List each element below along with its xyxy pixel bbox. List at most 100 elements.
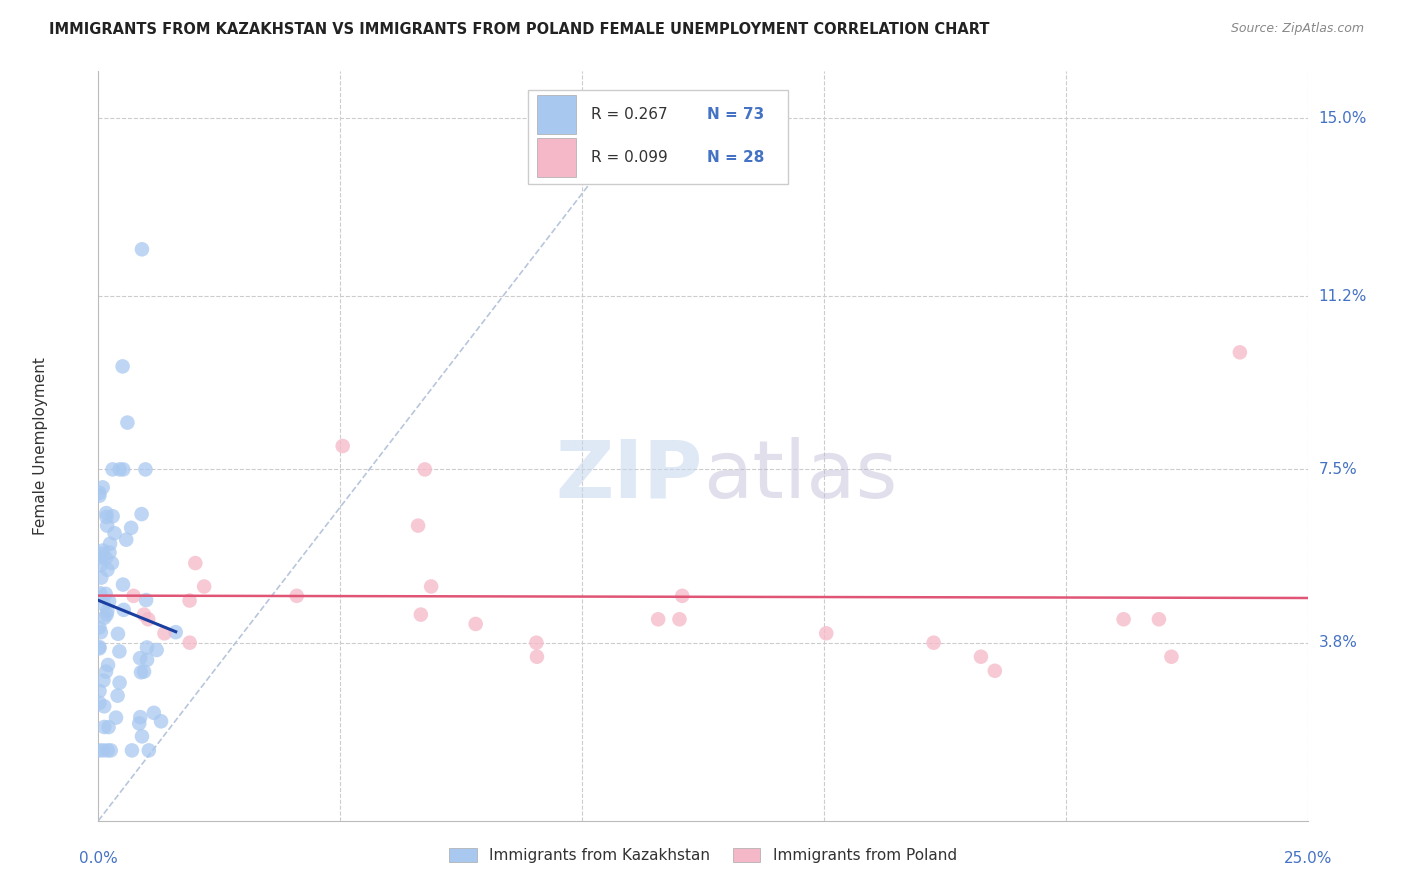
Point [97,657,120,672]
Point [131,242,153,257]
Point [100,743,122,757]
Point [98,537,121,551]
Point [89,640,111,654]
Point [165,625,187,640]
Point [135,593,157,607]
Point [97,720,120,734]
Point [132,665,155,679]
Point [132,607,155,622]
Point [406,518,429,533]
Point [409,607,432,622]
FancyBboxPatch shape [527,90,787,184]
Point [136,653,159,667]
Point [89,485,111,500]
Point [179,593,201,607]
Point [91,543,114,558]
Point [150,714,173,729]
Text: 3.8%: 3.8% [1319,635,1358,650]
Point [90,547,112,561]
Point [89,684,111,698]
Point [526,635,548,649]
Point [98,594,121,608]
Point [179,635,201,649]
Point [136,612,159,626]
Point [128,716,150,731]
Point [90,571,112,585]
Point [984,664,1007,678]
Point [93,611,115,625]
Point [108,675,131,690]
Point [131,730,153,744]
Point [107,627,129,641]
Point [103,526,125,541]
Text: Source: ZipAtlas.com: Source: ZipAtlas.com [1230,22,1364,36]
Point [1229,345,1251,359]
Point [101,509,124,524]
Point [96,563,118,577]
Point [922,635,945,649]
Point [94,587,117,601]
Point [142,706,165,720]
Point [193,580,215,594]
Point [122,589,145,603]
Point [89,620,111,634]
FancyBboxPatch shape [537,138,576,177]
Text: ZIP: ZIP [555,437,703,515]
Point [668,612,690,626]
Point [647,612,669,626]
Point [108,644,131,658]
Point [98,545,121,559]
Point [153,626,176,640]
Text: 7.5%: 7.5% [1319,462,1357,477]
Point [101,462,124,476]
Point [96,506,118,520]
Point [96,607,118,622]
Text: 0.0%: 0.0% [79,851,118,866]
Point [134,462,156,476]
Text: IMMIGRANTS FROM KAZAKHSTAN VS IMMIGRANTS FROM POLAND FEMALE UNEMPLOYMENT CORRELA: IMMIGRANTS FROM KAZAKHSTAN VS IMMIGRANTS… [49,22,990,37]
Point [970,649,993,664]
Point [112,603,135,617]
Point [89,641,111,656]
Point [129,665,152,680]
Point [120,521,142,535]
FancyBboxPatch shape [537,95,576,134]
Point [97,743,120,757]
Point [671,589,693,603]
Point [89,558,111,573]
Point [93,598,115,612]
Point [111,359,134,374]
Point [129,710,152,724]
Point [145,643,167,657]
Text: 15.0%: 15.0% [1319,111,1367,126]
Point [94,665,117,679]
Point [89,743,111,757]
Point [526,649,548,664]
Point [107,689,129,703]
Point [420,580,443,594]
Point [115,533,138,547]
Point [91,480,114,494]
Point [121,743,143,757]
Text: N = 28: N = 28 [707,150,763,165]
Text: atlas: atlas [703,437,897,515]
Point [94,551,117,566]
Point [96,509,118,524]
Text: 25.0%: 25.0% [1284,851,1331,866]
Legend: Immigrants from Kazakhstan, Immigrants from Poland: Immigrants from Kazakhstan, Immigrants f… [443,842,963,869]
Text: R = 0.267: R = 0.267 [591,106,668,121]
Point [90,625,112,640]
Point [96,518,118,533]
Point [136,640,159,655]
Point [90,550,112,565]
Point [93,720,115,734]
Point [285,589,308,603]
Point [138,743,160,757]
Point [105,710,128,724]
Point [464,617,486,632]
Point [101,556,124,570]
Text: Female Unemployment: Female Unemployment [32,357,48,535]
Point [131,507,153,521]
Text: 11.2%: 11.2% [1319,289,1367,303]
Point [112,462,135,476]
